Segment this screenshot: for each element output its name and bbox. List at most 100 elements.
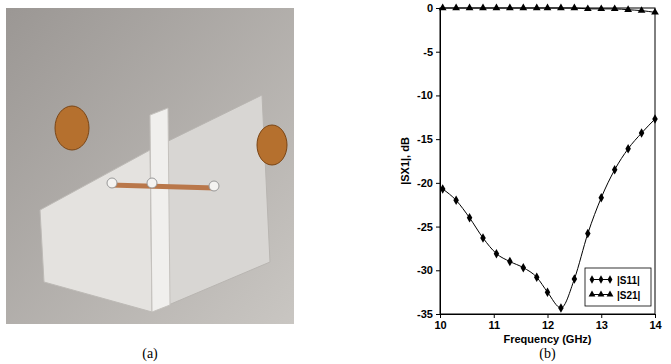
plot-frame	[440, 8, 655, 314]
y-axis-title: |SX1|, dB	[399, 137, 411, 185]
tick-label: -15	[417, 133, 433, 145]
legend-box	[585, 268, 651, 306]
marker	[624, 5, 632, 12]
marker	[611, 4, 619, 11]
marker	[467, 213, 472, 222]
tick-mark	[601, 314, 602, 318]
tick: -30	[417, 264, 440, 276]
marker	[453, 196, 458, 205]
tick: 10	[434, 314, 446, 331]
marker	[545, 287, 550, 296]
marker	[557, 4, 565, 11]
marker	[585, 229, 590, 238]
tick: -10	[417, 89, 440, 101]
marker	[651, 8, 659, 15]
marker	[534, 273, 539, 282]
tick-mark	[436, 95, 440, 96]
tick-label: 13	[596, 319, 608, 331]
photo-via	[107, 178, 117, 188]
panel-caption: (a)	[142, 346, 158, 362]
tick: 12	[542, 314, 554, 331]
marker	[571, 4, 579, 11]
marker	[507, 257, 512, 266]
marker	[479, 4, 487, 11]
photo-via	[209, 181, 219, 191]
marker	[519, 4, 527, 11]
tick-label: 10	[434, 319, 446, 331]
tick-label: 11	[488, 319, 500, 331]
panel-caption: (b)	[539, 346, 556, 362]
tick-mark	[440, 314, 441, 318]
photo-board	[40, 150, 152, 312]
legend-marker	[590, 275, 595, 283]
legend-marker	[598, 291, 605, 297]
tick-label: -10	[417, 89, 433, 101]
marker	[480, 233, 485, 242]
photo-board	[150, 108, 170, 312]
x-axis: 10 11 12 13 14	[434, 314, 662, 331]
tick: 13	[596, 314, 608, 331]
tick-mark	[436, 227, 440, 228]
marker	[638, 6, 646, 13]
marker	[506, 4, 514, 11]
marker	[597, 4, 605, 11]
photo-via	[147, 178, 157, 188]
y-axis: -35 -30 -25 -20 -15 -10 -5 0	[417, 2, 440, 320]
legend-marker	[607, 291, 614, 297]
figure: 10 11 12 13 14 -35 -30 -25 -20 -15 -10 -5 0 Frequency…	[0, 0, 671, 364]
legend: |S11| |S21|	[585, 268, 651, 306]
legend-label: |S21|	[617, 290, 641, 301]
tick-mark	[494, 314, 495, 318]
tick-label: -25	[417, 221, 433, 233]
tick: 0	[427, 2, 440, 14]
tick-mark	[655, 314, 656, 318]
tick-mark	[436, 270, 440, 271]
tick-mark	[436, 139, 440, 140]
legend-marker	[589, 291, 596, 297]
tick-label: -5	[423, 46, 433, 58]
tick-label: 0	[427, 2, 433, 14]
tick-label: -30	[417, 264, 433, 276]
marker	[652, 114, 657, 123]
x-axis-title: Frequency (GHz)	[503, 333, 591, 345]
tick-label: 12	[542, 319, 554, 331]
tick: 14	[649, 314, 662, 331]
tick-label: 14	[649, 319, 662, 331]
tick: -5	[423, 46, 440, 58]
marker	[466, 4, 474, 11]
tick-label: -20	[417, 177, 433, 189]
tick: -25	[417, 221, 440, 233]
marker	[452, 4, 460, 11]
marker	[572, 274, 577, 283]
legend-marker	[608, 275, 613, 283]
tick: -20	[417, 177, 440, 189]
tick-mark	[548, 314, 549, 318]
marker	[439, 4, 447, 11]
legend-label: |S11|	[617, 275, 640, 286]
tick-mark	[436, 183, 440, 184]
marker	[558, 303, 563, 312]
marker	[440, 184, 445, 193]
tick-mark	[436, 8, 440, 9]
marker	[612, 165, 617, 174]
marker	[625, 144, 630, 153]
marker	[533, 4, 541, 11]
tick-mark	[436, 52, 440, 53]
photo-board	[150, 95, 270, 312]
marker	[493, 4, 501, 11]
tick-label: -35	[417, 308, 433, 320]
photo-strip	[110, 185, 215, 188]
series-line	[443, 119, 655, 308]
marker	[544, 4, 552, 11]
marker	[521, 263, 526, 272]
tick: -35	[417, 308, 440, 320]
tick: 11	[488, 314, 500, 331]
plot-area	[439, 4, 659, 313]
photo-background	[6, 8, 294, 324]
marker	[599, 193, 604, 202]
marker	[639, 128, 644, 137]
marker	[584, 4, 592, 11]
axis-line	[440, 9, 441, 315]
photo-connector	[257, 125, 287, 165]
tick: -15	[417, 133, 440, 145]
